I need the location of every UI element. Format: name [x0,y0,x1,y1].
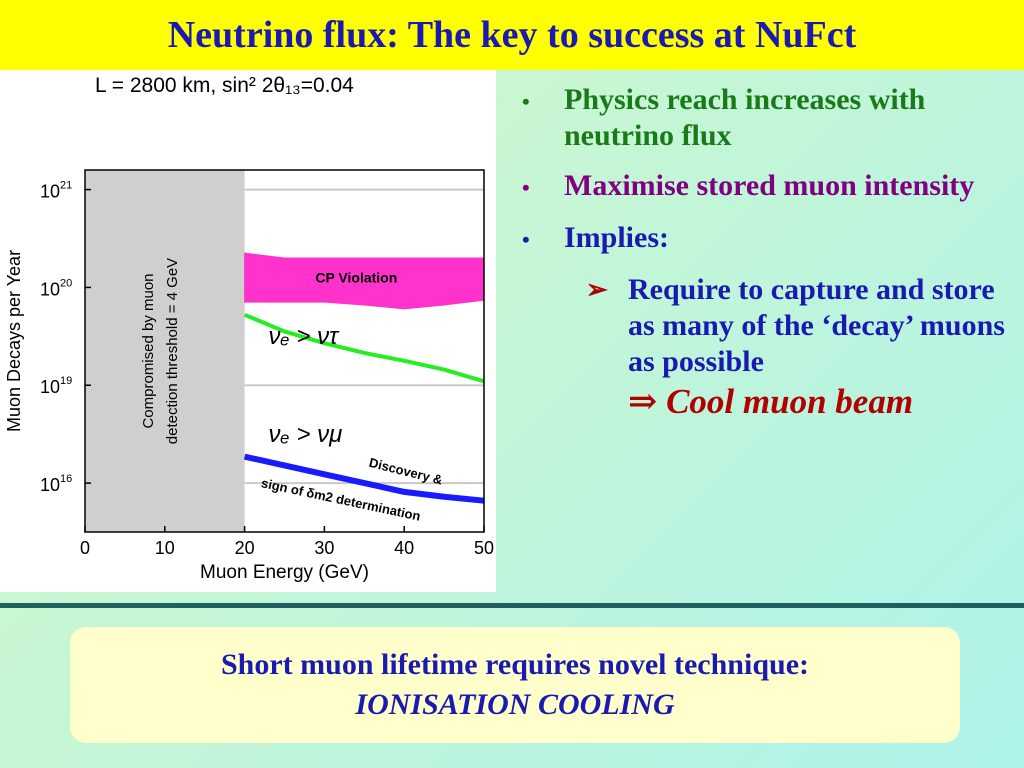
series-line-1 [243,453,485,504]
bullet-implies: • Implies: [522,220,1017,258]
series-label-nu-mu: νₑ > νμ [269,421,343,448]
shaded-region-label-2: detection threshold = 4 GeV [164,258,181,444]
slide-title: Neutrino flux: The key to success at NuF… [167,14,857,56]
divider-line [0,603,1024,608]
x-tick-label: 50 [474,538,494,558]
bullet-dot: • [522,89,530,114]
shaded-region [85,170,245,532]
x-axis-label: Muon Energy (GeV) [200,562,369,583]
x-tick-label: 30 [314,538,334,558]
bullet-list: • Physics reach increases with neutrino … [522,82,1017,420]
series-line-0 [243,312,485,384]
bullet-maximise-intensity: • Maximise stored muon intensity [522,168,1017,206]
neutrino-flux-chart: Compromised by muon detection threshold =… [4,74,494,583]
bullet-text: Physics reach increases with neutrino fl… [564,83,926,152]
y-tick-label: 1020 [40,277,72,299]
note-box: Short muon lifetime requires novel techn… [70,627,960,743]
x-tick-label: 40 [394,538,414,558]
conclusion: ⇒ Cool muon beam [628,384,1017,420]
note-line-1: Short muon lifetime requires novel techn… [220,648,810,681]
sub-bullet-text: Require to capture and store as many of … [628,273,1005,378]
note-line-2: IONISATION COOLING [355,688,675,721]
band-label: CP Violation [315,270,397,286]
y-tick-label: 1016 [40,473,72,495]
shaded-region-label-1: Compromised by muon [140,273,157,428]
bullet-dot: • [522,227,530,252]
bullet-text: Implies: [564,221,669,254]
conclusion-text: Cool muon beam [666,382,914,421]
y-tick-label: 1019 [40,375,72,397]
bullet-dot: • [522,175,530,200]
series-label-nu-tau: νₑ > ντ [269,323,341,350]
x-tick-label: 10 [155,538,175,558]
y-tick-label: 1021 [40,180,72,202]
bullet-physics-reach: • Physics reach increases with neutrino … [522,82,1017,154]
x-tick-label: 20 [235,538,255,558]
bullet-text: Maximise stored muon intensity [564,169,975,202]
title-bar: Neutrino flux: The key to success at NuF… [0,0,1024,70]
y-axis-label: Muon Decays per Year [4,250,24,432]
chart-title: L = 2800 km, sin² 2θ₁₃=0.04 [95,74,354,97]
x-tick-label: 0 [80,538,90,558]
plot-frame [84,169,485,533]
arrow-bullet-icon: ➢ [586,275,608,304]
chart-panel: Compromised by muon detection threshold =… [0,70,496,592]
implies-symbol: ⇒ [628,382,658,421]
sub-bullet: ➢ Require to capture and store as many o… [586,272,1017,420]
